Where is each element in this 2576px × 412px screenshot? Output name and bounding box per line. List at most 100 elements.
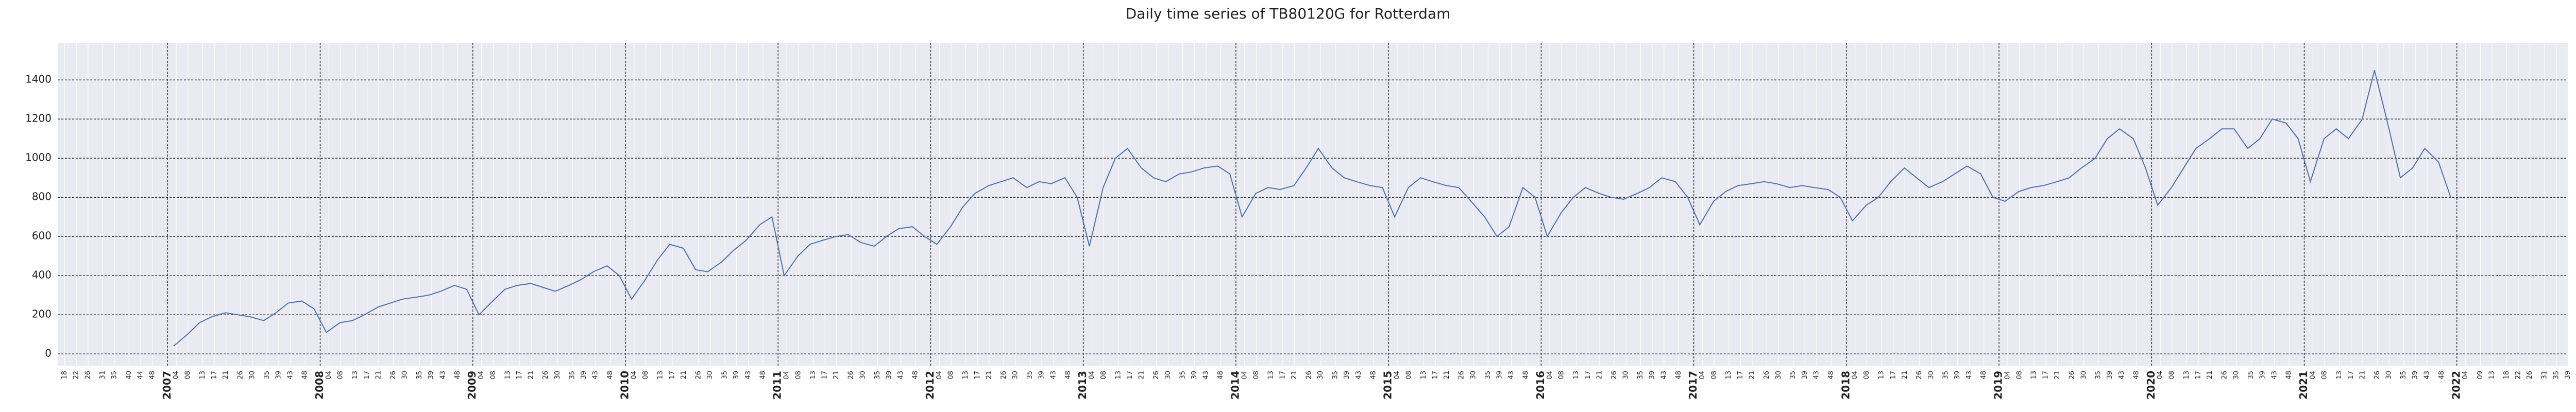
x-minor-tick-label: 08 bbox=[184, 371, 192, 380]
x-minor-tick-label: 13 bbox=[1572, 371, 1580, 380]
x-minor-tick-label: 09 bbox=[2477, 371, 2484, 380]
x-minor-tick-label: 48 bbox=[759, 371, 767, 380]
x-minor-tick-label: 43 bbox=[897, 371, 905, 380]
x-minor-tick-label: 21 bbox=[1901, 371, 1909, 380]
x-minor-tick-label: 08 bbox=[1252, 371, 1260, 380]
x-minor-tick-label: 39 bbox=[885, 371, 893, 380]
x-minor-tick-label: 26 bbox=[542, 371, 550, 380]
x-tick-label: 2013 bbox=[1076, 371, 1089, 400]
x-minor-tick-label: 39 bbox=[2259, 371, 2266, 380]
x-minor-tick-label: 17 bbox=[1737, 371, 1744, 380]
x-minor-tick-label: 30 bbox=[2080, 371, 2088, 380]
x-minor-tick-label: 39 bbox=[1191, 371, 1198, 380]
x-minor-tick-label: 17 bbox=[2042, 371, 2050, 380]
x-minor-tick-label: 21 bbox=[985, 371, 993, 380]
y-tick-label: 1400 bbox=[25, 73, 52, 85]
x-minor-tick-label: 26 bbox=[694, 371, 702, 380]
x-minor-tick-label: 08 bbox=[1100, 371, 1108, 380]
x-minor-tick-label: 39 bbox=[1496, 371, 1503, 380]
x-minor-tick-label: 13 bbox=[1725, 371, 1733, 380]
x-minor-tick-label: 13 bbox=[2488, 371, 2496, 380]
x-tick-label: 2012 bbox=[924, 371, 936, 400]
x-minor-tick-label: 48 bbox=[1827, 371, 1835, 380]
x-minor-tick-label: 35 bbox=[416, 371, 423, 380]
y-tick-label: 800 bbox=[32, 191, 52, 203]
x-minor-tick-label: 26 bbox=[2221, 371, 2229, 380]
x-minor-tick-label: 40 bbox=[125, 371, 133, 380]
x-minor-tick-label: 26 bbox=[1763, 371, 1771, 380]
x-minor-tick-label: 08 bbox=[2015, 371, 2023, 380]
x-minor-tick-label: 26 bbox=[848, 371, 855, 380]
x-minor-tick-label: 26 bbox=[2068, 371, 2076, 380]
x-minor-tick-label: 30 bbox=[1927, 371, 1935, 380]
x-minor-tick-label: 26 bbox=[1458, 371, 1466, 380]
x-minor-tick-label: 17 bbox=[1889, 371, 1897, 380]
x-minor-tick-label: 26 bbox=[1000, 371, 1008, 380]
x-minor-tick-label: 13 bbox=[1114, 371, 1122, 380]
x-minor-tick-label: 43 bbox=[1049, 371, 1057, 380]
x-minor-tick-label: 35 bbox=[1484, 371, 1492, 380]
x-minor-tick-label: 04 bbox=[325, 371, 333, 380]
x-minor-tick-label: 48 bbox=[1217, 371, 1225, 380]
x-tick-label: 2010 bbox=[618, 371, 631, 400]
x-minor-tick-label: 17 bbox=[2195, 371, 2202, 380]
series-line bbox=[173, 70, 2451, 347]
x-minor-tick-label: 43 bbox=[439, 371, 447, 380]
x-minor-tick-label: 48 bbox=[606, 371, 614, 380]
x-minor-tick-label: 21 bbox=[1291, 371, 1298, 380]
x-minor-tick-label: 13 bbox=[1420, 371, 1428, 380]
x-minor-tick-label: 17 bbox=[1584, 371, 1592, 380]
x-minor-tick-label: 43 bbox=[1813, 371, 1821, 380]
x-minor-tick-label: 17 bbox=[211, 371, 218, 380]
x-tick-label: 2021 bbox=[2297, 371, 2310, 400]
x-minor-tick-label: 08 bbox=[1863, 371, 1871, 380]
x-minor-tick-label: 26 bbox=[84, 371, 92, 380]
x-tick-label: 2022 bbox=[2450, 371, 2462, 400]
x-minor-tick-label: 21 bbox=[222, 371, 230, 380]
y-tick-label: 400 bbox=[32, 269, 52, 281]
x-tick-label: 2018 bbox=[1839, 371, 1852, 400]
x-minor-tick-label: 17 bbox=[974, 371, 981, 380]
x-minor-tick-label: 30 bbox=[859, 371, 867, 380]
x-minor-tick-label: 21 bbox=[375, 371, 382, 380]
x-minor-tick-label: 48 bbox=[1675, 371, 1683, 380]
x-minor-tick-label: 39 bbox=[2564, 371, 2572, 380]
x-minor-tick-label: 17 bbox=[821, 371, 829, 380]
x-minor-tick-label: 04 bbox=[1394, 371, 1401, 380]
x-minor-tick-label: 17 bbox=[668, 371, 676, 380]
x-minor-tick-label: 48 bbox=[1522, 371, 1530, 380]
x-minor-tick-label: 39 bbox=[1343, 371, 1351, 380]
x-minor-tick-label: 17 bbox=[516, 371, 523, 380]
x-minor-tick-label: 39 bbox=[1801, 371, 1809, 380]
x-minor-tick-label: 13 bbox=[657, 371, 665, 380]
x-minor-tick-label: 13 bbox=[1267, 371, 1275, 380]
x-tick-label: 2008 bbox=[313, 371, 326, 400]
x-minor-tick-label: 04 bbox=[2004, 371, 2011, 380]
x-minor-tick-label: 04 bbox=[2462, 371, 2469, 380]
x-minor-tick-label: 08 bbox=[2168, 371, 2176, 380]
x-minor-tick-label: 13 bbox=[2183, 371, 2191, 380]
x-minor-tick-label: 48 bbox=[301, 371, 309, 380]
x-minor-tick-label: 21 bbox=[2359, 371, 2366, 380]
x-minor-tick-label: 08 bbox=[1405, 371, 1413, 380]
x-minor-tick-label: 21 bbox=[528, 371, 535, 380]
x-minor-tick-label: 39 bbox=[1649, 371, 1656, 380]
x-minor-tick-label: 39 bbox=[275, 371, 282, 380]
x-minor-tick-label: 26 bbox=[1153, 371, 1160, 380]
x-minor-tick-label: 21 bbox=[2206, 371, 2214, 380]
x-minor-tick-label: 18 bbox=[2503, 371, 2511, 380]
x-minor-tick-label: 39 bbox=[1954, 371, 1961, 380]
x-minor-tick-label: 43 bbox=[1355, 371, 1363, 380]
x-minor-tick-label: 30 bbox=[554, 371, 562, 380]
x-minor-tick-label: 35 bbox=[1789, 371, 1797, 380]
x-minor-tick-label: 48 bbox=[912, 371, 920, 380]
x-minor-tick-label: 48 bbox=[2438, 371, 2446, 380]
x-minor-tick-label: 35 bbox=[263, 371, 271, 380]
x-minor-tick-label: 39 bbox=[2412, 371, 2419, 380]
x-minor-tick-label: 26 bbox=[1916, 371, 1923, 380]
plot-area bbox=[58, 43, 2568, 366]
x-tick-label: 2020 bbox=[2145, 371, 2157, 400]
x-minor-tick-label: 26 bbox=[1611, 371, 1618, 380]
x-minor-tick-label: 26 bbox=[237, 371, 245, 380]
